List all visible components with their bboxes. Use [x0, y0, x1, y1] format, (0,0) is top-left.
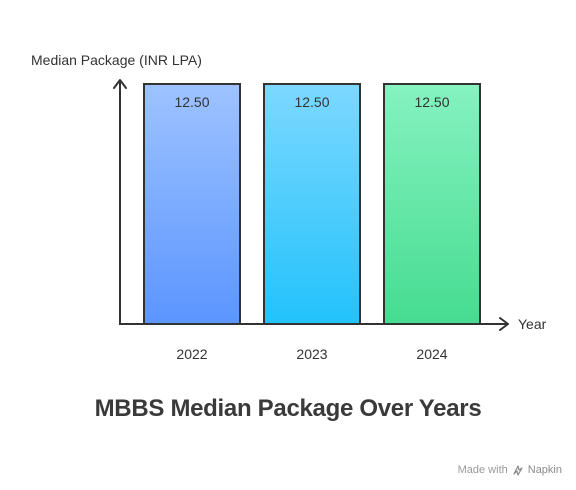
value-label-2024: 12.50: [414, 94, 449, 110]
labels-layer: 12.50 2022 12.50 2023 12.50 2024: [174, 94, 449, 362]
x-axis-arrow: [499, 317, 509, 331]
watermark-brand: Napkin: [527, 464, 562, 476]
chart-title: MBBS Median Package Over Years: [94, 395, 482, 422]
value-label-2023: 12.50: [294, 94, 329, 110]
bar-2022: [143, 83, 241, 325]
value-label-2022: 12.50: [174, 94, 209, 110]
napkin-logo-icon: [513, 465, 523, 476]
watermark: Made with Napkin: [458, 464, 562, 476]
x-tick-label-2024: 2024: [416, 346, 447, 362]
x-tick-label-2023: 2023: [296, 346, 327, 362]
bar-2023: [263, 83, 361, 325]
bar-chart: Median Package (INR LPA) Year 12.5020221…: [31, 52, 547, 362]
x-axis-label: Year: [518, 316, 547, 332]
y-axis-label: Median Package (INR LPA): [31, 52, 202, 68]
watermark-prefix: Made with: [457, 464, 508, 476]
axes-layer: Median Package (INR LPA) Year: [31, 52, 547, 332]
bars-layer: [143, 83, 481, 325]
x-tick-label-2022: 2022: [176, 346, 207, 362]
y-axis-arrow: [113, 79, 127, 89]
bar-2024: [383, 83, 481, 325]
